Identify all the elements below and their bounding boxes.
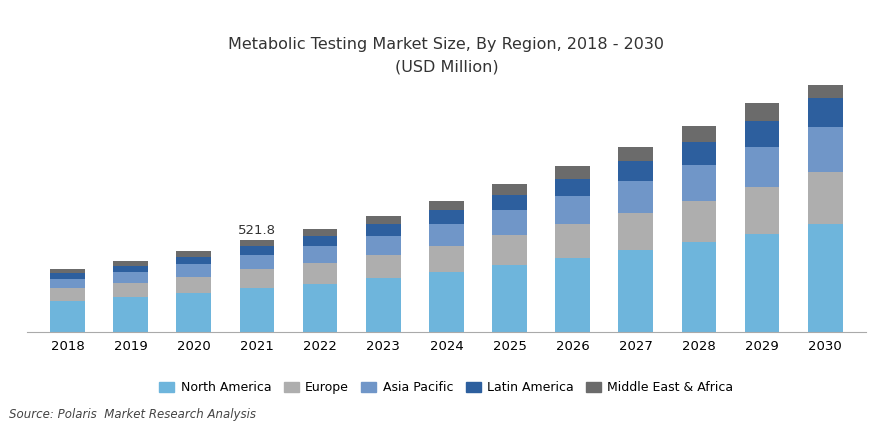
Bar	[50, 288, 85, 301]
Bar	[177, 252, 211, 257]
Legend: North America, Europe, Asia Pacific, Latin America, Middle East & Africa: North America, Europe, Asia Pacific, Lat…	[155, 376, 738, 399]
Bar	[302, 246, 338, 263]
Bar	[492, 235, 527, 265]
Bar	[682, 126, 716, 142]
Bar	[619, 213, 653, 250]
Bar	[177, 293, 211, 332]
Bar	[113, 272, 149, 283]
Bar	[366, 255, 400, 278]
Bar	[240, 246, 274, 255]
Bar	[50, 279, 85, 288]
Bar	[492, 265, 527, 332]
Bar	[808, 98, 842, 127]
Bar	[744, 121, 780, 147]
Bar	[555, 258, 591, 332]
Bar	[302, 236, 338, 246]
Bar	[177, 277, 211, 293]
Title: Metabolic Testing Market Size, By Region, 2018 - 2030
(USD Million): Metabolic Testing Market Size, By Region…	[228, 37, 665, 74]
Bar	[808, 127, 842, 172]
Bar	[302, 284, 338, 332]
Bar	[366, 278, 400, 332]
Bar	[619, 181, 653, 213]
Bar	[429, 224, 464, 246]
Bar	[619, 250, 653, 332]
Bar	[492, 195, 527, 210]
Bar	[619, 147, 653, 161]
Bar	[555, 178, 591, 196]
Bar	[240, 288, 274, 332]
Bar	[240, 269, 274, 288]
Bar	[50, 269, 85, 273]
Bar	[555, 196, 591, 224]
Bar	[492, 184, 527, 195]
Bar	[744, 103, 780, 121]
Bar	[113, 283, 149, 297]
Text: 521.8: 521.8	[238, 224, 276, 237]
Bar	[744, 147, 780, 187]
Bar	[366, 236, 400, 255]
Bar	[177, 264, 211, 277]
Bar	[555, 166, 591, 178]
Bar	[429, 210, 464, 224]
Bar	[366, 224, 400, 236]
Bar	[302, 229, 338, 236]
Bar	[808, 224, 842, 332]
Bar	[302, 263, 338, 284]
Bar	[429, 246, 464, 272]
Bar	[366, 216, 400, 224]
Bar	[808, 172, 842, 224]
Bar	[744, 187, 780, 234]
Text: Source: Polaris  Market Research Analysis: Source: Polaris Market Research Analysis	[9, 408, 255, 421]
Bar	[682, 142, 716, 165]
Bar	[240, 240, 274, 246]
Bar	[744, 234, 780, 332]
Bar	[50, 301, 85, 332]
Bar	[682, 201, 716, 242]
Bar	[492, 210, 527, 235]
Bar	[682, 165, 716, 201]
Bar	[113, 297, 149, 332]
Bar	[177, 257, 211, 264]
Bar	[113, 266, 149, 272]
Bar	[50, 273, 85, 279]
Bar	[429, 201, 464, 210]
Bar	[555, 224, 591, 258]
Bar	[808, 76, 842, 98]
Bar	[240, 255, 274, 269]
Bar	[682, 242, 716, 332]
Bar	[429, 272, 464, 332]
Bar	[113, 261, 149, 266]
Bar	[619, 161, 653, 181]
